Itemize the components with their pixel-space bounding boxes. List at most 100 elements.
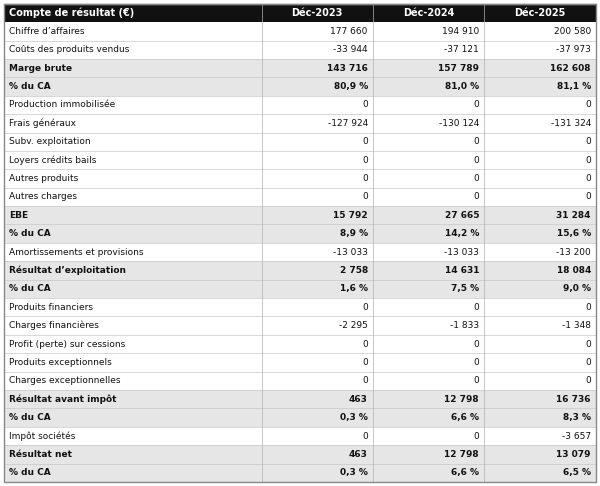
Text: 0: 0 xyxy=(473,340,479,348)
Text: 0: 0 xyxy=(585,303,591,312)
Bar xyxy=(4,96,596,114)
Text: 27 665: 27 665 xyxy=(445,211,479,220)
Text: 31 284: 31 284 xyxy=(557,211,591,220)
Text: 0: 0 xyxy=(585,137,591,146)
Bar xyxy=(4,77,596,96)
Bar xyxy=(4,408,596,427)
Text: 0: 0 xyxy=(473,156,479,165)
Text: Résultat avant impôt: Résultat avant impôt xyxy=(9,395,116,404)
Text: 0: 0 xyxy=(362,376,368,385)
Text: 0: 0 xyxy=(473,376,479,385)
Text: Autres charges: Autres charges xyxy=(9,192,77,201)
Text: 0: 0 xyxy=(362,156,368,165)
Text: -2 295: -2 295 xyxy=(339,321,368,330)
Bar xyxy=(4,169,596,188)
Text: % du CA: % du CA xyxy=(9,82,51,91)
Text: Déc-2025: Déc-2025 xyxy=(514,8,566,18)
Text: 14,2 %: 14,2 % xyxy=(445,229,479,238)
Text: -37 973: -37 973 xyxy=(556,45,591,54)
Text: 12 798: 12 798 xyxy=(445,450,479,459)
Text: 6,6 %: 6,6 % xyxy=(451,413,479,422)
Text: 194 910: 194 910 xyxy=(442,27,479,36)
Text: EBE: EBE xyxy=(9,211,28,220)
Bar xyxy=(4,4,596,22)
Text: Déc-2024: Déc-2024 xyxy=(403,8,454,18)
Text: 7,5 %: 7,5 % xyxy=(451,284,479,294)
Bar xyxy=(4,114,596,133)
Text: 0,3 %: 0,3 % xyxy=(340,469,368,477)
Text: -13 200: -13 200 xyxy=(556,247,591,257)
Text: 0: 0 xyxy=(585,156,591,165)
Bar xyxy=(4,445,596,464)
Text: Frais généraux: Frais généraux xyxy=(9,119,76,128)
Bar xyxy=(4,353,596,372)
Text: 13 079: 13 079 xyxy=(557,450,591,459)
Text: -37 121: -37 121 xyxy=(445,45,479,54)
Text: 14 631: 14 631 xyxy=(445,266,479,275)
Text: 0: 0 xyxy=(362,303,368,312)
Text: -127 924: -127 924 xyxy=(328,119,368,128)
Text: Compte de résultat (€): Compte de résultat (€) xyxy=(9,8,134,18)
Text: -1 348: -1 348 xyxy=(562,321,591,330)
Text: -13 033: -13 033 xyxy=(444,247,479,257)
Text: Loyers crédits bails: Loyers crédits bails xyxy=(9,156,97,165)
Text: 0,3 %: 0,3 % xyxy=(340,413,368,422)
Text: % du CA: % du CA xyxy=(9,469,51,477)
Text: 0: 0 xyxy=(585,340,591,348)
Bar xyxy=(4,243,596,261)
Text: Coûts des produits vendus: Coûts des produits vendus xyxy=(9,45,130,54)
Text: 16 736: 16 736 xyxy=(557,395,591,404)
Text: 0: 0 xyxy=(362,432,368,440)
Text: Chiffre d’affaires: Chiffre d’affaires xyxy=(9,27,85,36)
Text: 18 084: 18 084 xyxy=(557,266,591,275)
Text: 15 792: 15 792 xyxy=(333,211,368,220)
Text: 1,6 %: 1,6 % xyxy=(340,284,368,294)
Bar xyxy=(4,188,596,206)
Text: -1 833: -1 833 xyxy=(450,321,479,330)
Text: Produits financiers: Produits financiers xyxy=(9,303,93,312)
Text: 0: 0 xyxy=(362,174,368,183)
Text: 6,6 %: 6,6 % xyxy=(451,469,479,477)
Text: 0: 0 xyxy=(362,340,368,348)
Text: 0: 0 xyxy=(473,101,479,109)
Text: 6,5 %: 6,5 % xyxy=(563,469,591,477)
Bar xyxy=(4,261,596,279)
Bar xyxy=(4,151,596,169)
Text: 8,3 %: 8,3 % xyxy=(563,413,591,422)
Text: Profit (perte) sur cessions: Profit (perte) sur cessions xyxy=(9,340,125,348)
Text: -13 033: -13 033 xyxy=(333,247,368,257)
Text: 0: 0 xyxy=(362,192,368,201)
Text: -131 324: -131 324 xyxy=(551,119,591,128)
Text: 0: 0 xyxy=(473,358,479,367)
Text: 0: 0 xyxy=(473,432,479,440)
Text: 15,6 %: 15,6 % xyxy=(557,229,591,238)
Text: -33 944: -33 944 xyxy=(333,45,368,54)
Text: Produits exceptionnels: Produits exceptionnels xyxy=(9,358,112,367)
Text: Charges financières: Charges financières xyxy=(9,321,99,330)
Text: Marge brute: Marge brute xyxy=(9,64,72,72)
Text: 0: 0 xyxy=(473,174,479,183)
Text: Amortissements et provisions: Amortissements et provisions xyxy=(9,247,143,257)
Bar xyxy=(4,133,596,151)
Bar xyxy=(4,279,596,298)
Text: -130 124: -130 124 xyxy=(439,119,479,128)
Bar xyxy=(4,40,596,59)
Text: 0: 0 xyxy=(585,358,591,367)
Bar xyxy=(4,298,596,316)
Text: 0: 0 xyxy=(362,101,368,109)
Bar xyxy=(4,225,596,243)
Text: 162 608: 162 608 xyxy=(551,64,591,72)
Text: Impôt sociétés: Impôt sociétés xyxy=(9,431,76,441)
Text: Résultat net: Résultat net xyxy=(9,450,72,459)
Text: % du CA: % du CA xyxy=(9,229,51,238)
Text: Production immobilisée: Production immobilisée xyxy=(9,101,115,109)
Text: 81,0 %: 81,0 % xyxy=(445,82,479,91)
Bar xyxy=(4,335,596,353)
Text: 0: 0 xyxy=(362,358,368,367)
Text: Résultat d’exploitation: Résultat d’exploitation xyxy=(9,266,126,275)
Text: 81,1 %: 81,1 % xyxy=(557,82,591,91)
Text: 0: 0 xyxy=(585,101,591,109)
Text: 200 580: 200 580 xyxy=(554,27,591,36)
Text: 177 660: 177 660 xyxy=(331,27,368,36)
Text: 80,9 %: 80,9 % xyxy=(334,82,368,91)
